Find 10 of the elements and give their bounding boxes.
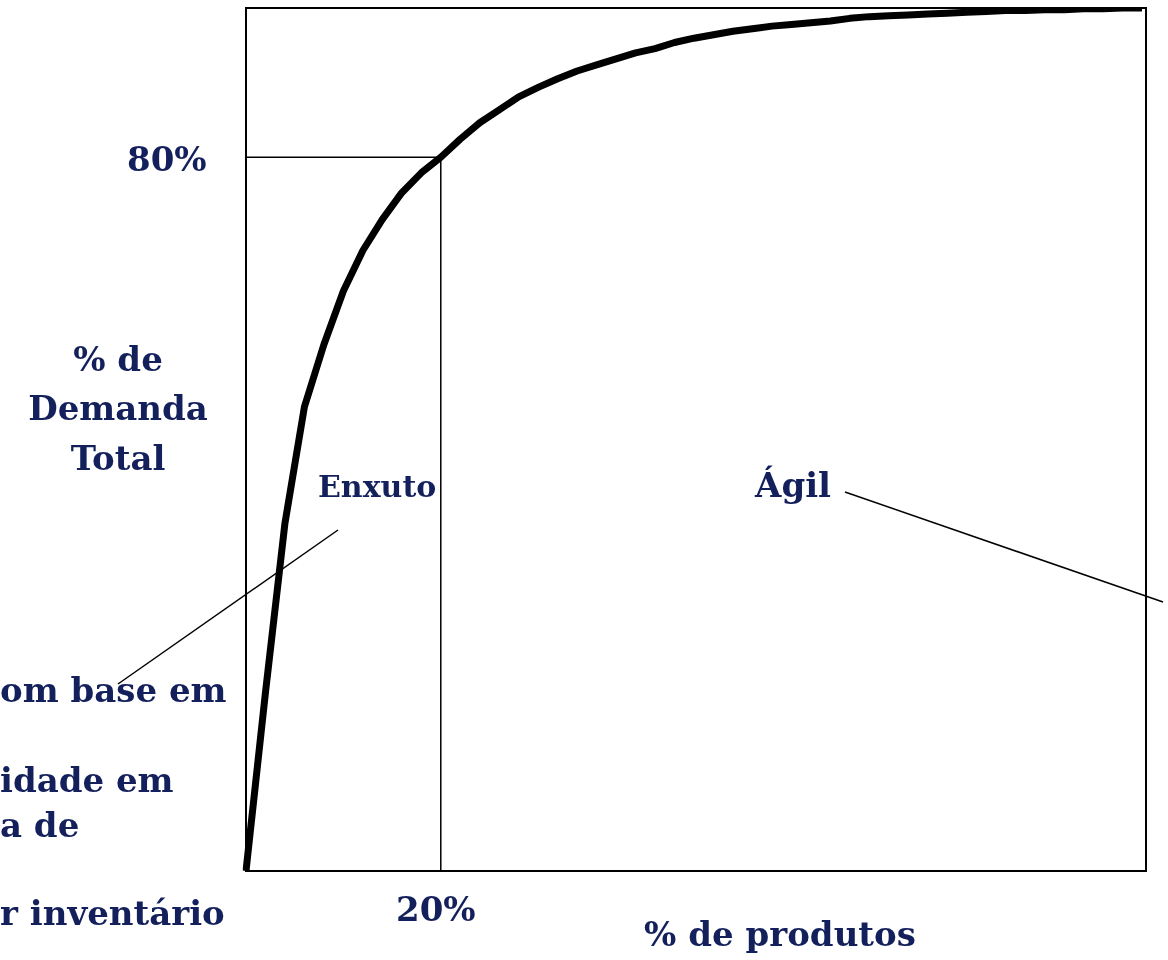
text: 80% xyxy=(127,139,207,179)
text: r inventário xyxy=(0,893,225,933)
x-axis-title: % de produtos xyxy=(643,913,917,956)
text: om base em xyxy=(0,670,227,710)
y-axis-title: % de Demanda Total xyxy=(27,338,209,480)
text: idade em xyxy=(0,760,174,800)
annotation: Ágil xyxy=(755,465,831,505)
annotation: Enxuto xyxy=(318,469,437,504)
text: a de xyxy=(0,805,80,845)
text: 20% xyxy=(396,889,476,929)
